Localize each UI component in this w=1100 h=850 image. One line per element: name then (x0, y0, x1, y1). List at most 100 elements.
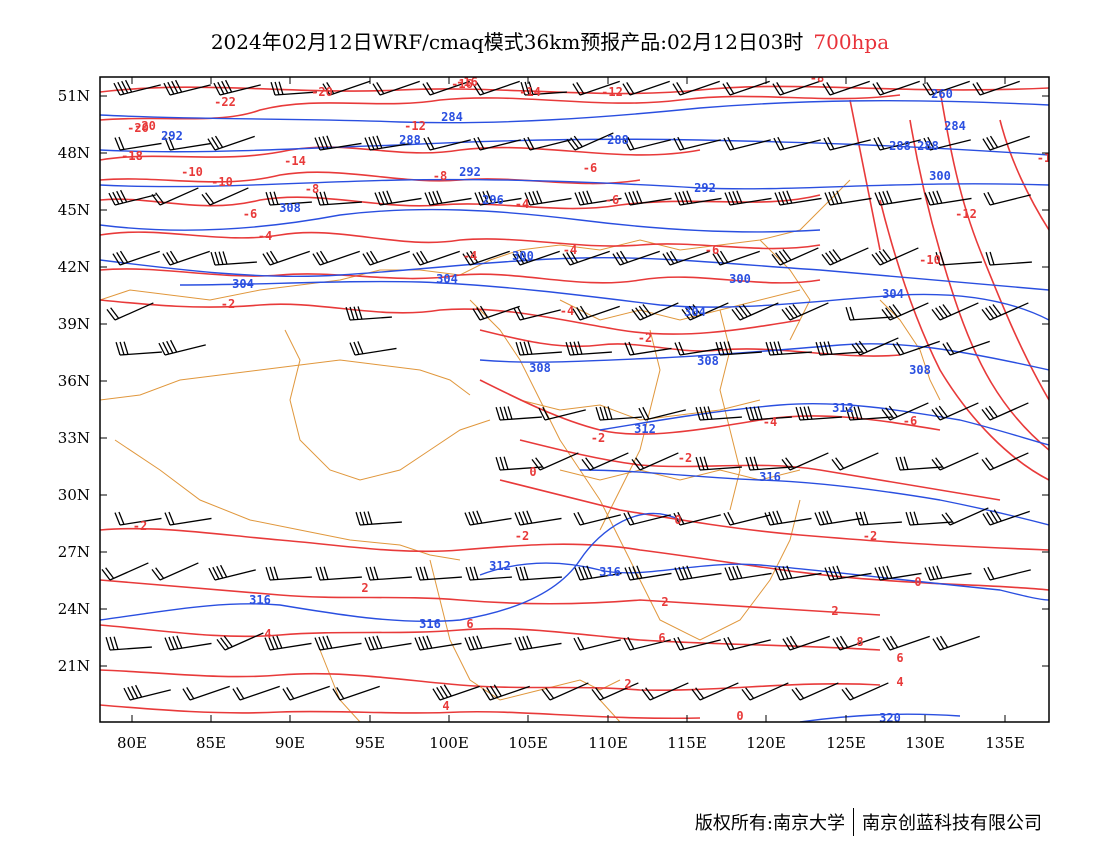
wind-barb (462, 250, 510, 266)
wind-barb (662, 250, 710, 266)
wind-barb (722, 80, 770, 96)
wind-barb (465, 566, 512, 581)
height-label: 296 (482, 193, 504, 207)
temperature-label: -8 (305, 182, 319, 196)
wind-barb (845, 406, 892, 421)
wind-barb (931, 452, 979, 471)
lat-label: 51N (58, 87, 90, 105)
wind-barb (895, 456, 942, 471)
wind-barb (723, 136, 771, 151)
wind-barb (822, 80, 870, 96)
temperature-label: -10 (919, 253, 941, 267)
wind-barb (114, 511, 162, 526)
wind-barb (114, 136, 162, 151)
wind-barb (106, 302, 154, 321)
wind-barb (638, 406, 686, 421)
wind-barb (612, 250, 660, 266)
temperature-label: -4 (563, 243, 577, 257)
lon-label: 95E (355, 734, 385, 752)
height-label: 300 (729, 272, 751, 286)
wind-barb (314, 135, 362, 151)
wind-barb (765, 341, 812, 356)
wind-barb (362, 250, 410, 266)
wind-barb (595, 406, 642, 421)
wind-barb (815, 341, 862, 356)
wind-barb (423, 136, 471, 151)
wind-barb (774, 565, 822, 581)
height-label: 304 (232, 277, 254, 291)
wind-barb (472, 305, 520, 321)
temperature-label: 4 (896, 675, 903, 689)
wind-barb (924, 190, 972, 206)
wind-barb (981, 302, 1029, 321)
wind-barb (562, 250, 610, 266)
lat-label: 30N (58, 486, 90, 504)
wind-barb (985, 251, 1032, 266)
wind-barb (821, 247, 869, 266)
wind-barb (201, 187, 249, 206)
lon-label: 105E (508, 734, 548, 752)
wind-barb (422, 80, 470, 96)
wind-barb (782, 635, 830, 651)
wind-barb (207, 135, 255, 151)
height-label: 304 (436, 272, 458, 286)
wind-barb (213, 79, 261, 96)
temperature-label: 0 (529, 465, 536, 479)
wind-barb (210, 251, 257, 266)
wind-barb (572, 305, 620, 321)
height-label: 312 (832, 401, 854, 415)
height-label: 320 (879, 711, 901, 725)
axis-ticks (100, 77, 1049, 722)
height-label: 284 (944, 119, 966, 133)
wind-barb (591, 682, 639, 701)
wind-barb (581, 452, 629, 471)
height-contours (100, 100, 1049, 722)
wind-barb (112, 250, 160, 266)
height-label: 316 (419, 617, 441, 631)
wind-barb (681, 302, 729, 321)
height-label: 316 (249, 593, 271, 607)
wind-barb (931, 402, 979, 421)
wind-barb (855, 511, 902, 526)
wind-barb (332, 685, 380, 701)
temperature-label: -16 (456, 75, 478, 89)
lon-label: 120E (746, 734, 786, 752)
lon-label: 125E (826, 734, 866, 752)
wind-barb (781, 452, 829, 471)
wind-barb (624, 341, 672, 356)
wind-barb (982, 135, 1030, 151)
wind-barb (523, 136, 571, 151)
wind-barb (495, 456, 542, 471)
wind-barb (158, 339, 206, 356)
temperature-label: -20 (127, 121, 149, 135)
longitude-labels: 80E 85E 90E 95E 100E 105E 110E 115E 120E 125E 130E… (117, 734, 1025, 752)
wind-barb (623, 636, 671, 651)
wind-barb (182, 685, 230, 701)
temperature-label: -18 (121, 149, 143, 163)
wind-barb (631, 452, 679, 471)
height-label: 304 (882, 287, 904, 301)
height-label: 292 (161, 129, 183, 143)
wind-barb (115, 341, 162, 356)
wind-barb (823, 136, 871, 151)
wind-barb (265, 566, 312, 581)
wind-barb (673, 636, 721, 651)
temperature-label: 2 (831, 604, 838, 618)
wind-barb (573, 636, 621, 651)
height-label: 312 (489, 559, 511, 573)
wind-barb (232, 685, 280, 701)
wind-barb (495, 406, 542, 421)
wind-barb (981, 452, 1029, 471)
wind-barb (513, 306, 561, 321)
wind-barb (520, 81, 567, 96)
wind-barb (262, 250, 310, 266)
wind-barb (672, 80, 720, 96)
wind-barb (472, 80, 520, 96)
wind-barb (574, 190, 622, 206)
wind-barb (874, 565, 922, 581)
height-label: 300 (929, 169, 951, 183)
lat-label: 39N (58, 315, 90, 333)
temperature-label: -20 (134, 119, 156, 133)
wind-barb (162, 250, 210, 266)
temperature-label: -2 (863, 529, 877, 543)
